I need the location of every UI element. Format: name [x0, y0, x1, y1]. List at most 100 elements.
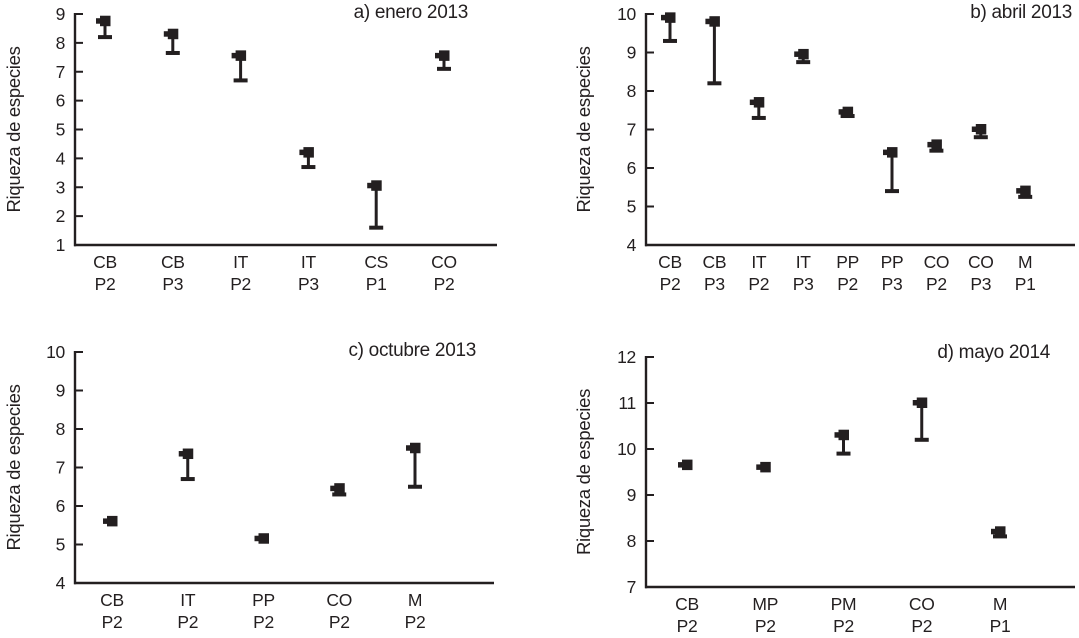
x-category-label-line2: P2 [926, 274, 947, 294]
y-tick-label: 7 [627, 577, 636, 597]
x-category-label-line2: P3 [704, 274, 725, 294]
x-category-label-line2: P2 [434, 274, 455, 294]
data-point-notch [838, 109, 844, 115]
data-point [182, 448, 194, 460]
x-category-label-line2: P2 [837, 274, 858, 294]
data-point-notch [661, 14, 666, 21]
x-category-label-line1: IT [180, 590, 196, 610]
x-category-label-line1: CO [326, 590, 352, 610]
y-tick-label: 11 [618, 393, 636, 413]
y-axis-title: Riqueza de especies [573, 389, 594, 555]
x-category-label-line2: P3 [882, 274, 903, 294]
x-category-label-line2: P2 [755, 616, 776, 636]
data-point-notch [1016, 188, 1021, 194]
x-category-label-line1: PP [881, 252, 904, 272]
y-tick-label: 8 [56, 33, 65, 53]
data-point-notch [705, 18, 710, 25]
x-category-label-line1: CS [364, 252, 388, 272]
x-category-label-line1: CB [100, 590, 124, 610]
y-tick-label: 7 [627, 120, 636, 140]
data-point-notch [834, 432, 839, 438]
data-point-notch [678, 462, 683, 468]
data-point-notch [912, 400, 918, 406]
data-point-notch [96, 18, 101, 24]
data-point [258, 533, 269, 544]
y-tick-label: 5 [627, 197, 636, 217]
x-category-label-line2: P2 [177, 612, 198, 632]
data-point [100, 15, 111, 27]
panel-d-title: d) mayo 2014 [937, 342, 1050, 363]
x-category-label-line1: IT [301, 252, 317, 272]
data-point [887, 147, 898, 158]
x-category-label-line2: P2 [833, 616, 854, 636]
x-category-label-line1: CB [658, 252, 682, 272]
data-point [167, 28, 179, 40]
x-category-label-line1: CO [924, 252, 950, 272]
data-point-notch [883, 149, 888, 156]
data-point [334, 483, 345, 494]
x-category-label-line1: CB [675, 594, 699, 614]
panel-c-title: c) octubre 2013 [348, 340, 476, 361]
data-point-notch [927, 141, 932, 148]
data-point [916, 397, 928, 408]
data-point [439, 50, 450, 61]
y-tick-label: 6 [56, 91, 65, 111]
data-point-notch [231, 52, 237, 59]
x-category-label-line1: PM [831, 594, 857, 614]
data-point-notch [406, 445, 411, 451]
x-category-label-line2: P2 [230, 274, 251, 294]
data-point-notch [794, 51, 799, 57]
data-point [760, 461, 771, 473]
data-point-notch [299, 149, 304, 156]
data-point [931, 139, 942, 150]
y-tick-label: 2 [56, 206, 65, 226]
y-tick-label: 8 [627, 531, 636, 551]
panel-b-title: b) abril 2013 [970, 2, 1072, 23]
data-point-notch [178, 451, 184, 457]
y-tick-label: 4 [627, 235, 637, 255]
data-point [235, 50, 247, 61]
y-tick-label: 5 [56, 120, 65, 140]
data-point [975, 124, 987, 135]
x-category-label-line1: M [993, 594, 1007, 614]
data-point [371, 180, 382, 191]
x-category-label-line2: P3 [793, 274, 814, 294]
x-category-label-line2: P1 [990, 616, 1011, 636]
x-category-label-line2: P1 [1015, 274, 1036, 294]
data-point [842, 106, 854, 118]
panel-a-title: a) enero 2013 [353, 2, 469, 23]
data-point-notch [971, 126, 977, 132]
y-tick-label: 3 [56, 177, 65, 197]
y-tick-label: 4 [56, 148, 66, 168]
x-category-label-line1: IT [233, 252, 249, 272]
data-point [753, 97, 765, 108]
x-category-label-line2: P3 [298, 274, 319, 294]
data-point-notch [991, 528, 996, 535]
y-tick-label: 7 [56, 62, 65, 82]
y-axis-title: Riqueza de especies [573, 46, 594, 212]
x-category-label-line1: CB [93, 252, 117, 272]
x-category-label-line1: MP [752, 594, 778, 614]
x-category-label-line2: P2 [748, 274, 769, 294]
data-point-notch [330, 485, 335, 492]
y-tick-label: 10 [617, 439, 636, 459]
panel-a: a) enero 2013 1 2 3 4 5 6 7 8 9 Riqueza de especi… [0, 0, 540, 319]
y-tick-label: 4 [56, 573, 66, 593]
x-category-label-line2: P3 [970, 274, 991, 294]
data-point-notch [163, 31, 169, 37]
y-tick-label: 9 [56, 381, 65, 401]
x-category-label-line1: PP [836, 252, 859, 272]
x-category-label-line2: P2 [329, 612, 350, 632]
y-tick-label: 8 [56, 419, 65, 439]
data-point [838, 429, 849, 441]
x-category-label-line2: P2 [677, 616, 698, 636]
data-point [682, 459, 693, 471]
y-tick-label: 12 [617, 347, 636, 367]
x-category-label-line2: P2 [253, 612, 274, 632]
x-category-label-line1: CB [703, 252, 727, 272]
y-tick-label: 9 [56, 4, 65, 24]
